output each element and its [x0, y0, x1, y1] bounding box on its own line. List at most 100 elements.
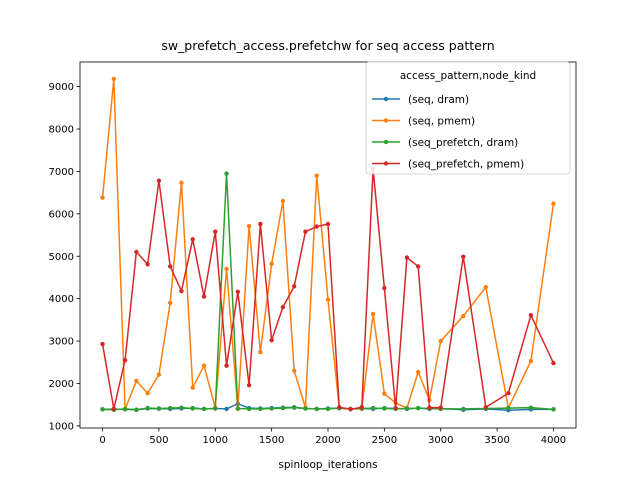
data-point	[145, 405, 150, 411]
data-point	[359, 405, 365, 410]
data-point	[224, 171, 229, 176]
data-point	[167, 405, 173, 411]
legend-label: (seq_prefetch, dram)	[408, 137, 518, 149]
x-tick-label: 3000	[428, 435, 453, 446]
x-tick-label: 3500	[484, 435, 509, 446]
legend-marker	[383, 96, 389, 102]
data-point	[258, 349, 263, 355]
data-point	[325, 221, 331, 227]
data-point	[461, 406, 466, 412]
data-point	[190, 385, 195, 390]
data-point	[280, 304, 286, 310]
data-point	[235, 289, 241, 295]
data-point	[269, 406, 274, 411]
y-tick-label: 6000	[49, 209, 74, 220]
y-tick-label: 8000	[49, 125, 74, 136]
data-point	[528, 358, 534, 364]
data-point	[156, 406, 162, 411]
data-point	[337, 405, 342, 410]
data-point	[551, 360, 556, 366]
data-point	[551, 201, 556, 206]
data-point	[111, 406, 117, 412]
chart-title: sw_prefetch_access.prefetchw for seq acc…	[161, 38, 494, 53]
data-point	[235, 406, 241, 411]
plot-area	[79, 61, 577, 429]
data-point	[291, 284, 297, 289]
data-point	[483, 405, 489, 410]
data-point	[258, 221, 263, 227]
data-point	[528, 405, 534, 410]
x-tick-label: 4000	[541, 435, 566, 446]
data-point	[258, 406, 263, 412]
data-point	[269, 261, 274, 267]
x-tick-label: 1000	[203, 435, 228, 446]
legend-marker	[383, 161, 389, 166]
legend-marker	[383, 139, 389, 145]
y-tick-label: 3000	[49, 337, 74, 348]
series-3	[100, 166, 556, 412]
data-point	[483, 284, 489, 290]
data-point	[370, 405, 376, 411]
data-point	[213, 406, 218, 411]
data-point	[348, 407, 353, 412]
legend-item: (seq_prefetch, dram)	[372, 137, 518, 149]
data-point	[370, 311, 376, 317]
data-point	[190, 237, 195, 242]
data-point	[303, 229, 308, 234]
y-tick-label: 4000	[49, 294, 74, 305]
data-point	[404, 255, 410, 260]
legend-label: (seq, pmem)	[408, 116, 475, 128]
data-point	[100, 195, 105, 200]
data-point	[111, 76, 117, 82]
data-point	[314, 224, 319, 229]
x-tick-label: 500	[149, 435, 168, 446]
data-point	[506, 391, 511, 396]
data-point	[167, 264, 173, 269]
data-point	[438, 338, 443, 344]
data-point	[156, 178, 162, 183]
data-point	[145, 262, 150, 267]
data-point	[438, 405, 443, 410]
data-point	[314, 406, 319, 412]
legend-item: (seq_prefetch, pmem)	[372, 159, 524, 171]
legend-title: access_pattern,node_kind	[400, 70, 536, 82]
legend: access_pattern,node_kind (seq, dram) (seq,…	[365, 61, 571, 175]
series-line	[101, 78, 555, 411]
data-point	[224, 406, 229, 412]
data-point	[122, 406, 128, 412]
data-point	[291, 405, 297, 410]
legend-item: (seq, pmem)	[372, 116, 475, 128]
legend-item: (seq, dram)	[372, 94, 469, 106]
data-point	[551, 407, 556, 412]
data-point	[246, 223, 252, 229]
data-point	[201, 406, 207, 412]
data-point	[134, 407, 139, 412]
data-point	[100, 407, 105, 412]
data-point	[382, 406, 387, 411]
data-point	[122, 357, 128, 363]
data-point	[201, 363, 207, 368]
data-point	[393, 405, 398, 411]
data-point	[201, 294, 207, 299]
data-point	[415, 405, 421, 411]
legend-label: (seq, dram)	[408, 94, 469, 106]
data-point	[224, 266, 229, 272]
data-point	[134, 378, 139, 384]
data-point	[528, 312, 534, 318]
data-point	[506, 405, 511, 411]
data-point	[461, 254, 466, 259]
data-point	[291, 368, 297, 373]
data-point	[427, 405, 432, 410]
x-axis: 0 500 1000 1500 2000 2500 3000 3500 4000	[99, 428, 566, 446]
x-axis-label: spinloop_iterations	[278, 459, 377, 471]
data-point	[269, 338, 274, 343]
data-point	[167, 300, 173, 306]
data-point	[303, 406, 308, 411]
y-tick-label: 7000	[49, 167, 74, 178]
x-tick-label: 1500	[259, 435, 284, 446]
y-tick-label: 1000	[49, 421, 74, 432]
y-tick-label: 9000	[49, 82, 74, 93]
data-point	[382, 391, 387, 396]
